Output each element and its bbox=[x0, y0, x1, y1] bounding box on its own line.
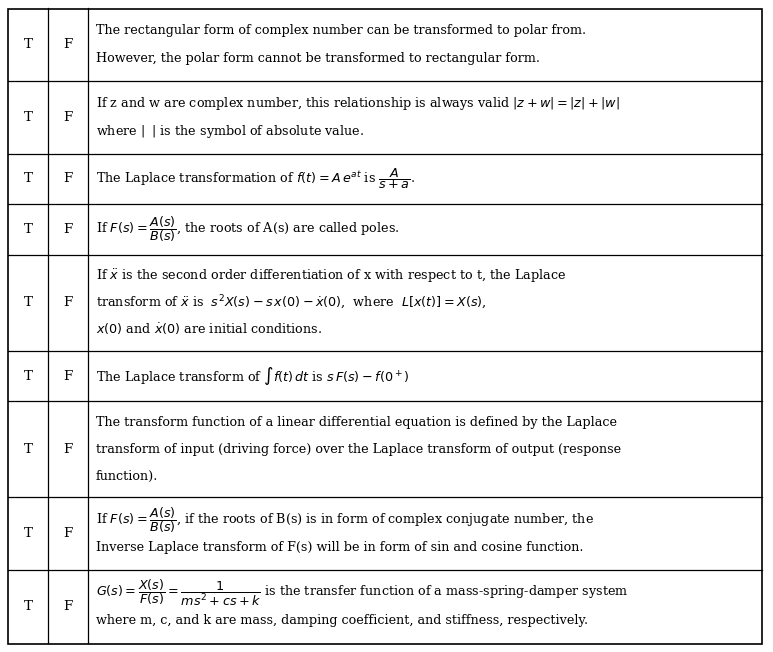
Text: If $\ddot{x}$ is the second order differentiation of x with respect to t, the La: If $\ddot{x}$ is the second order differ… bbox=[96, 267, 566, 285]
Text: F: F bbox=[63, 38, 73, 51]
Text: T: T bbox=[23, 443, 32, 456]
Text: F: F bbox=[63, 223, 73, 236]
Text: T: T bbox=[23, 370, 32, 383]
Text: T: T bbox=[23, 111, 32, 124]
Text: If $F(s) = \dfrac{A(s)}{B(s)}$, the roots of A(s) are called poles.: If $F(s) = \dfrac{A(s)}{B(s)}$, the root… bbox=[96, 215, 400, 244]
Text: T: T bbox=[23, 296, 32, 309]
Text: $x(0)$ and $\dot{x}(0)$ are initial conditions.: $x(0)$ and $\dot{x}(0)$ are initial cond… bbox=[96, 321, 322, 337]
Text: F: F bbox=[63, 296, 73, 309]
Text: The Laplace transformation of $f(t) = A\,e^{at}$ is $\dfrac{A}{s+a}$.: The Laplace transformation of $f(t) = A\… bbox=[96, 166, 415, 192]
Text: F: F bbox=[63, 111, 73, 124]
Text: T: T bbox=[23, 223, 32, 236]
Text: F: F bbox=[63, 600, 73, 613]
Text: F: F bbox=[63, 527, 73, 541]
Text: The rectangular form of complex number can be transformed to polar from.: The rectangular form of complex number c… bbox=[96, 24, 586, 37]
Text: F: F bbox=[63, 172, 73, 185]
Text: F: F bbox=[63, 443, 73, 456]
Text: $G(s) = \dfrac{X(s)}{F(s)} = \dfrac{1}{ms^2+cs+k}$ is the transfer function of a: $G(s) = \dfrac{X(s)}{F(s)} = \dfrac{1}{m… bbox=[96, 578, 628, 608]
Text: transform of input (driving force) over the Laplace transform of output (respons: transform of input (driving force) over … bbox=[96, 443, 621, 456]
Text: Inverse Laplace transform of F(s) will be in form of sin and cosine function.: Inverse Laplace transform of F(s) will b… bbox=[96, 541, 584, 554]
Text: transform of $\ddot{x}$ is  $s^2X(s) - s\,x(0) - \dot{x}(0)$,  where  $L[x(t)] =: transform of $\ddot{x}$ is $s^2X(s) - s\… bbox=[96, 293, 487, 312]
Text: If z and w are complex number, this relationship is always valid $|z+w|=|z|+|w|$: If z and w are complex number, this rela… bbox=[96, 95, 620, 111]
Text: F: F bbox=[63, 370, 73, 383]
Text: T: T bbox=[23, 600, 32, 613]
Text: function).: function). bbox=[96, 469, 158, 482]
Text: If $F(s) = \dfrac{A(s)}{B(s)}$, if the roots of B(s) is in form of complex conju: If $F(s) = \dfrac{A(s)}{B(s)}$, if the r… bbox=[96, 505, 594, 535]
Text: T: T bbox=[23, 527, 32, 541]
Text: T: T bbox=[23, 38, 32, 51]
Text: The transform function of a linear differential equation is defined by the Lapla: The transform function of a linear diffe… bbox=[96, 416, 617, 429]
Text: However, the polar form cannot be transformed to rectangular form.: However, the polar form cannot be transf… bbox=[96, 52, 540, 65]
Text: The Laplace transform of $\int f(t)\,dt$ is $s\,F(s) - f(0^+)$: The Laplace transform of $\int f(t)\,dt$… bbox=[96, 365, 410, 387]
Text: where $|\;\;|$ is the symbol of absolute value.: where $|\;\;|$ is the symbol of absolute… bbox=[96, 123, 364, 140]
Text: where m, c, and k are mass, damping coefficient, and stiffness, respectively.: where m, c, and k are mass, damping coef… bbox=[96, 614, 588, 627]
Text: T: T bbox=[23, 172, 32, 185]
